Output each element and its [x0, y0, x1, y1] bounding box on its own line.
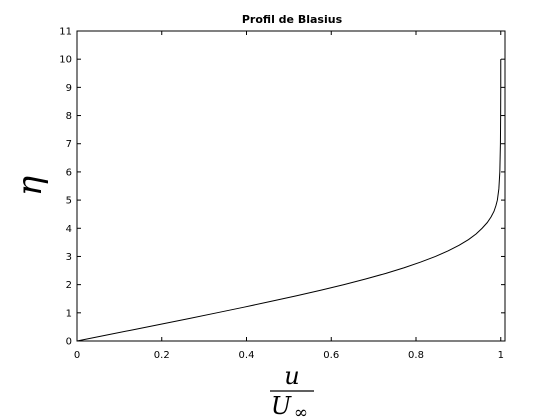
y-tick-label: 6: [66, 167, 72, 178]
y-axis-label: η: [10, 175, 50, 196]
x-axis-label-denominator: U: [271, 392, 292, 420]
x-tick-label: 0.8: [408, 350, 424, 361]
series-line-blasius: [76, 59, 502, 342]
x-axis-label: u U ∞: [270, 362, 314, 420]
y-tick-label: 11: [59, 27, 72, 38]
y-tick-label: 2: [66, 280, 72, 291]
chart-title: Profil de Blasius: [242, 13, 343, 26]
y-tick-label: 8: [66, 111, 72, 122]
x-tick-label: 0: [74, 350, 80, 361]
x-tick-label: 0.2: [154, 350, 170, 361]
x-axis-ticks: 0 0.2 0.4 0.6 0.8 1: [74, 31, 504, 361]
x-axis-label-numerator: u: [284, 362, 299, 390]
y-tick-label: 10: [59, 55, 72, 66]
y-tick-label: 0: [66, 337, 72, 348]
y-tick-label: 1: [66, 308, 72, 319]
y-tick-label: 3: [66, 252, 72, 263]
y-tick-label: 4: [66, 224, 72, 235]
x-tick-label: 0.6: [323, 350, 339, 361]
y-tick-label: 9: [66, 83, 72, 94]
y-tick-label: 7: [66, 139, 72, 150]
y-tick-label: 5: [66, 196, 72, 207]
x-tick-label: 0.4: [239, 350, 255, 361]
x-tick-label: 1: [498, 350, 504, 361]
plot-area-frame: [76, 30, 506, 342]
x-axis-label-subscript: ∞: [294, 403, 308, 420]
